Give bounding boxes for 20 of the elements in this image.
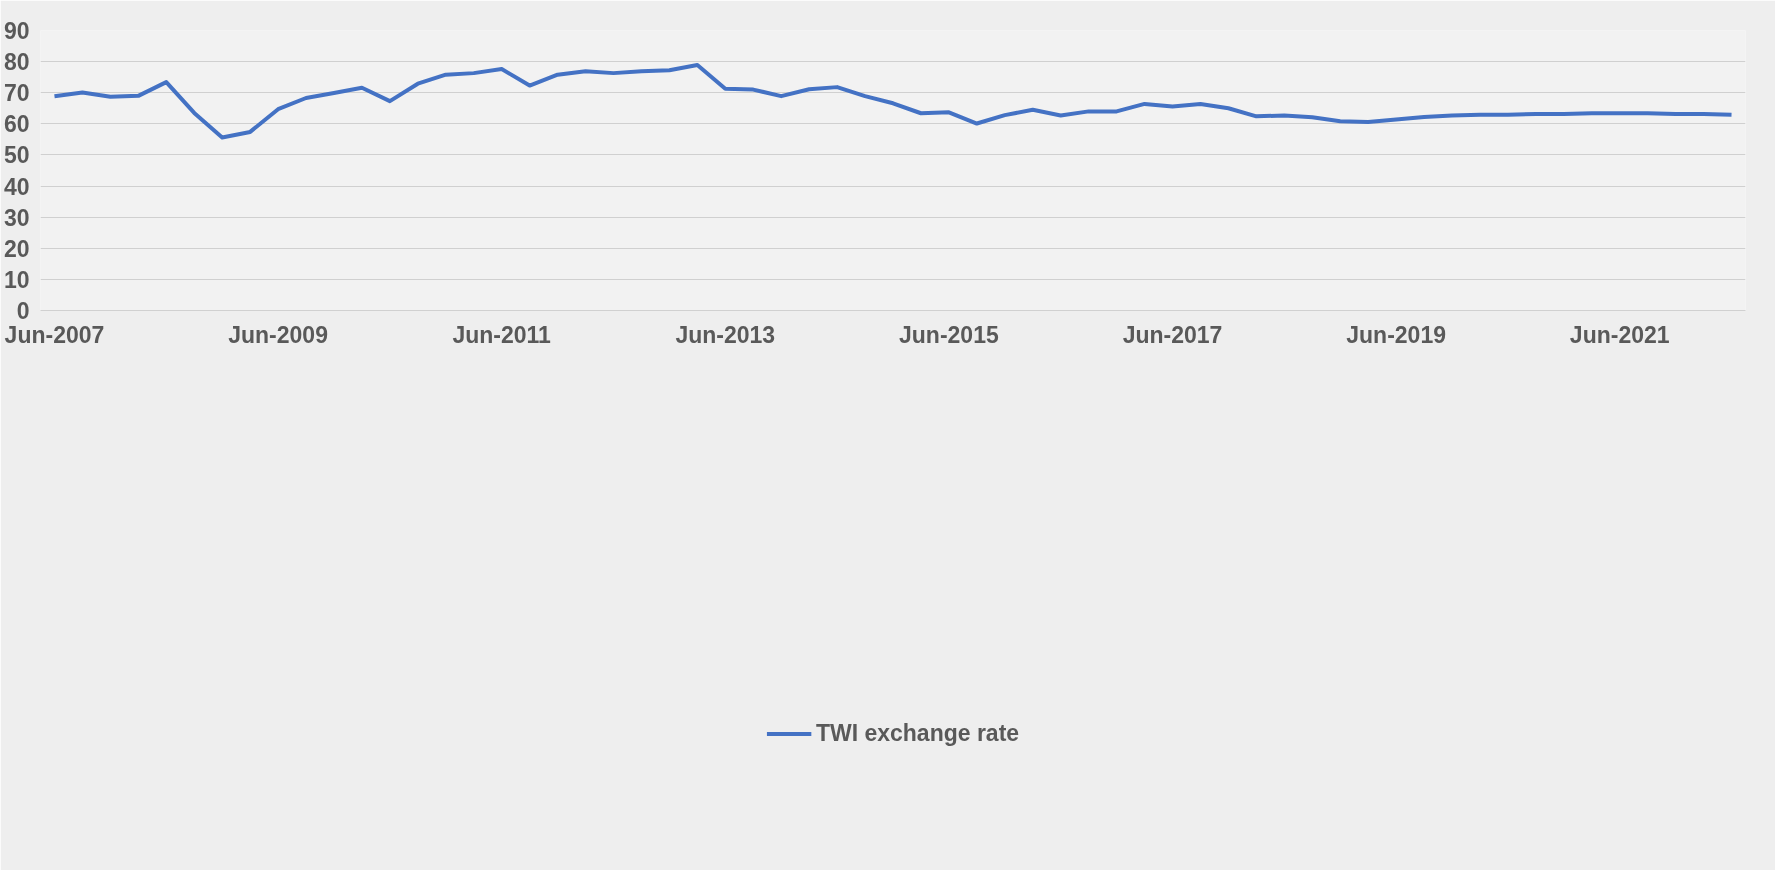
x-tick-label: Jun-2015: [899, 321, 999, 348]
x-tick-label: Jun-2009: [228, 321, 328, 348]
y-tick-label: 30: [3, 204, 30, 231]
x-tick-label: Jun-2011: [452, 321, 552, 348]
legend-label: TWI exchange rate: [815, 719, 1020, 747]
y-tick-label: 10: [3, 266, 30, 293]
x-tick-label: Jun-2021: [1569, 321, 1670, 348]
x-tick-label: Jun-2019: [1346, 321, 1446, 348]
y-tick-label: 40: [3, 173, 30, 200]
y-tick-label: 50: [3, 142, 30, 169]
y-tick-label: 0: [16, 298, 30, 324]
x-tick-label: Jun-2013: [675, 321, 776, 348]
x-tick-label: Jun-2007: [4, 321, 105, 348]
y-tick-label: 60: [3, 111, 30, 138]
y-tick-label: 70: [3, 80, 30, 107]
y-tick-label: 20: [3, 235, 30, 262]
line-series: [52, 63, 1734, 140]
y-tick-label: 80: [3, 49, 30, 76]
y-tick-label: 90: [3, 18, 30, 44]
x-tick-label: Jun-2017: [1122, 321, 1223, 348]
